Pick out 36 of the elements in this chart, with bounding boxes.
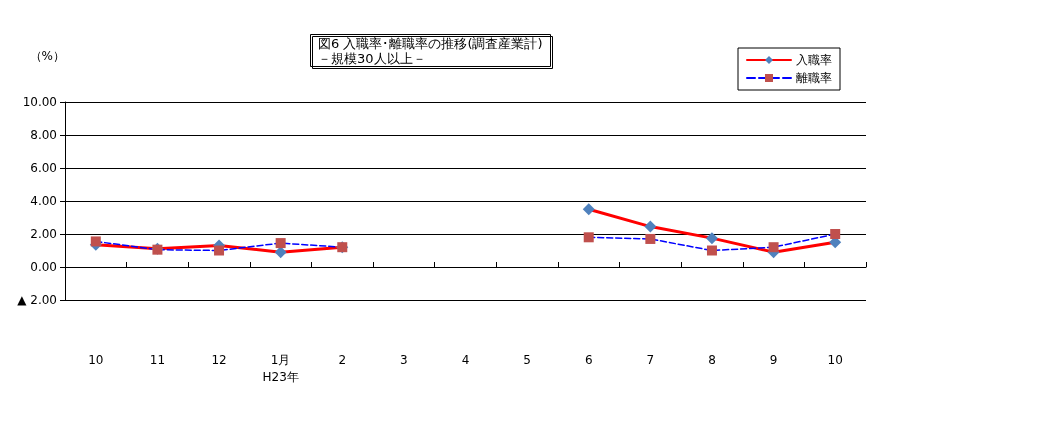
point — [90, 236, 101, 247]
y-tick-label: 8.00 — [30, 128, 57, 142]
chart-title: 図6 入職率･離職率の推移(調査産業計) — [318, 36, 543, 51]
y-tick-label: 10.00 — [22, 95, 57, 109]
x-tick-label: 11 — [149, 352, 166, 367]
x-tick-label: 7 — [646, 352, 655, 367]
x-tick-label: 8 — [708, 352, 716, 367]
point — [705, 232, 718, 245]
legend-label: 離職率 — [796, 71, 832, 85]
y-axis-title: （%） — [29, 49, 65, 63]
x-tick-label: 9 — [769, 352, 778, 367]
point — [706, 245, 717, 256]
point — [644, 220, 657, 233]
point — [583, 232, 594, 243]
point — [830, 229, 841, 239]
point — [582, 203, 595, 216]
y-tick-label: 0.00 — [30, 260, 57, 274]
y-tick-label: 6.00 — [30, 161, 57, 175]
x-tick-label: 5 — [523, 352, 531, 367]
point — [768, 242, 779, 253]
legend-label: 入職率 — [796, 53, 832, 67]
x-tick-label: 3 — [400, 352, 408, 367]
y-tick-label: 2.00 — [30, 227, 57, 241]
x-tick-label: 6 — [584, 352, 593, 367]
x-tick-label: 10 — [827, 352, 843, 367]
y-tick-label: 4.00 — [30, 194, 57, 208]
point — [645, 233, 656, 244]
chart-subtitle: －規模30人以上－ — [318, 51, 426, 66]
x-tick-label: 1月 H23年 — [262, 352, 299, 384]
point — [275, 238, 286, 249]
x-tick-label: 4 — [461, 352, 470, 367]
x-tick-label: 2 — [338, 352, 347, 367]
point — [214, 245, 225, 256]
x-tick-label: 10 — [88, 352, 104, 367]
y-tick-label: ▲ 2.00 — [17, 293, 57, 307]
x-tick-label: 12 — [211, 352, 227, 367]
